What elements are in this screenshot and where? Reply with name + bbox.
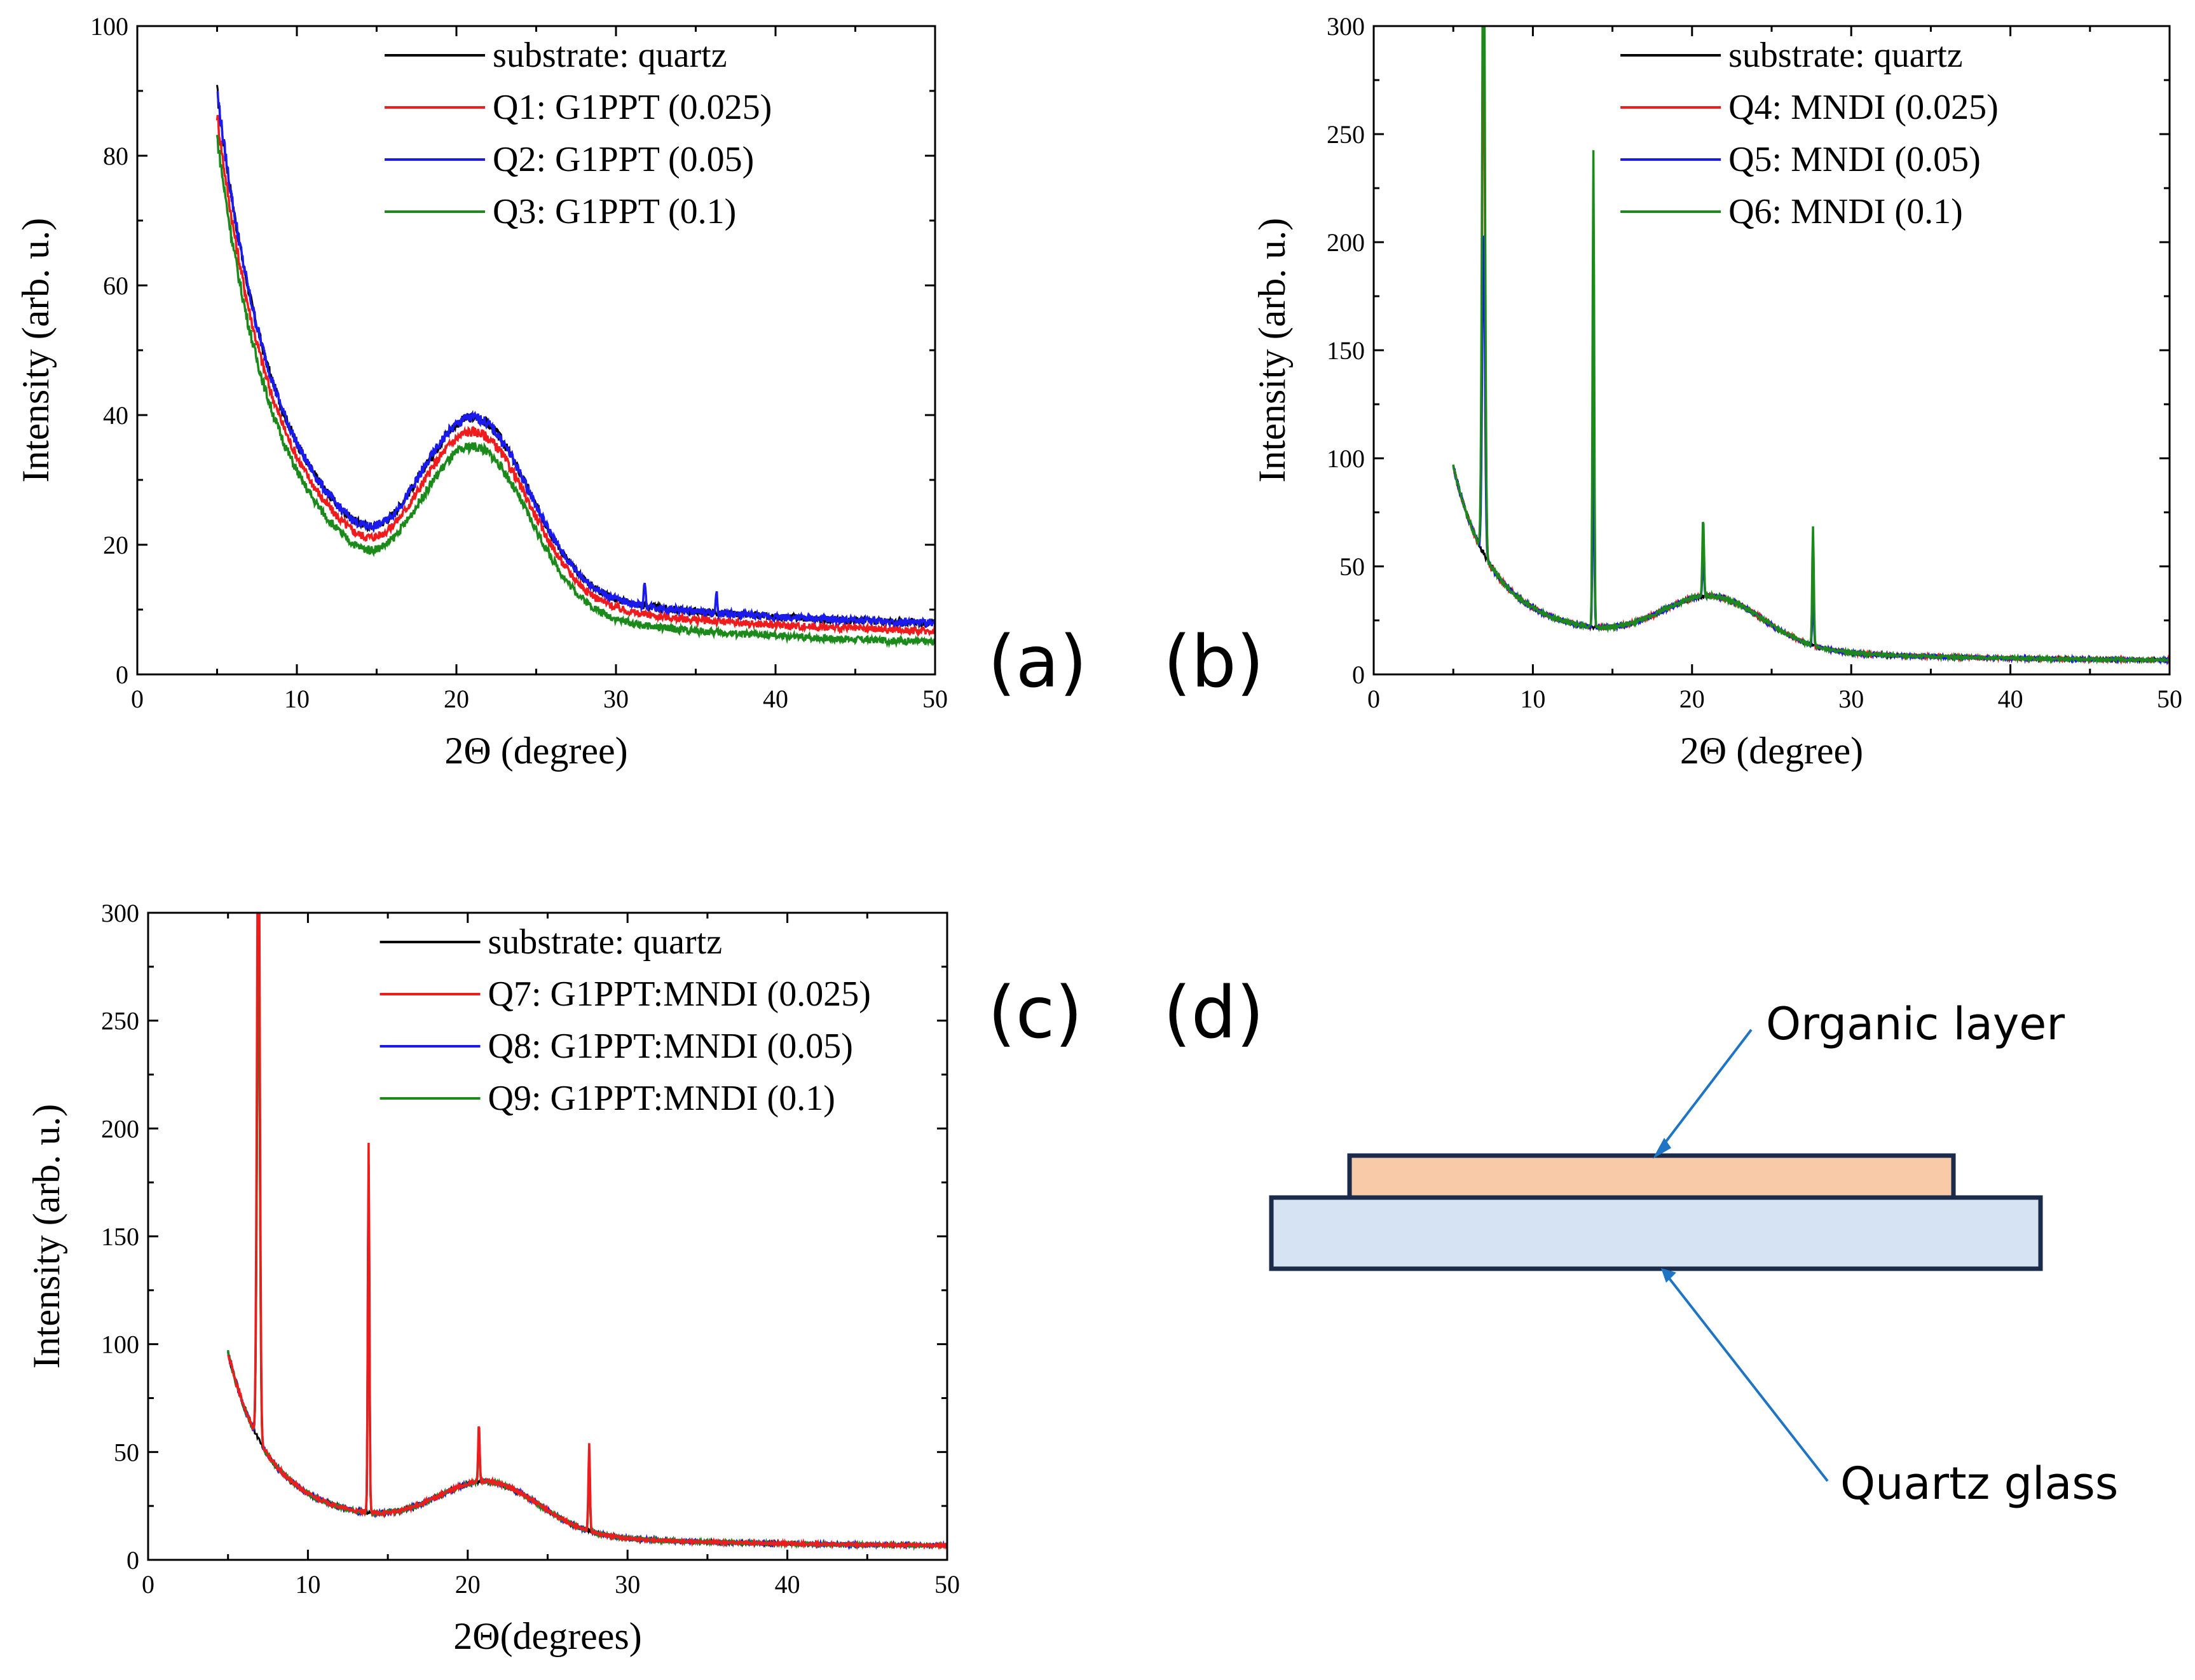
y-tick-label-b: 100 xyxy=(1327,444,1365,473)
y-tick-label-c: 100 xyxy=(101,1330,139,1359)
x-tick-label-b: 50 xyxy=(2157,685,2182,713)
organic-layer xyxy=(1347,1153,1956,1200)
series-line-b-3 xyxy=(1452,26,2170,665)
organic-arrow xyxy=(1658,1028,1753,1152)
chart-panel-a: 0 10 20 30 40 50 0 20 40 60 80 100 2Θ (degree) Intens… xyxy=(15,12,948,772)
y-axis-label-c: Intensity (arb. u.) xyxy=(25,1104,67,1369)
y-tick-label-c: 0 xyxy=(127,1546,139,1574)
x-tick-label-b: 20 xyxy=(1679,685,1705,713)
quartz-glass-layer xyxy=(1269,1195,2043,1271)
y-tick-label-b: 250 xyxy=(1327,120,1365,149)
x-tick-label-b: 40 xyxy=(1998,685,2023,713)
legend-entry-a: substrate: quartz xyxy=(493,36,727,75)
x-tick-label-c: 0 xyxy=(142,1570,154,1599)
x-tick-label-c: 50 xyxy=(934,1570,960,1599)
glass-arrow-head xyxy=(1661,1268,1676,1283)
x-tick-label-a: 40 xyxy=(763,685,788,713)
organic-arrow-head xyxy=(1653,1138,1671,1159)
organic-layer-label: Organic layer xyxy=(1766,998,2065,1050)
y-axis-label-b: Intensity (arb. u.) xyxy=(1251,218,1293,483)
legend-entry-c: Q8: G1PPT:MNDI (0.05) xyxy=(488,1027,853,1066)
x-tick-label-c: 10 xyxy=(295,1570,320,1599)
panel-label-c: (c) xyxy=(988,972,1083,1055)
y-tick-label-c: 250 xyxy=(101,1007,139,1035)
legend-entry-b: Q6: MNDI (0.1) xyxy=(1728,192,1963,231)
y-axis-label-a: Intensity (arb. u.) xyxy=(15,218,57,483)
legend-entry-b: Q5: MNDI (0.05) xyxy=(1728,140,1981,179)
x-tick-label-c: 40 xyxy=(775,1570,800,1599)
panel-label-b: (b) xyxy=(1163,621,1264,704)
x-axis-label-b: 2Θ (degree) xyxy=(1680,730,1863,772)
panel-label-a: (a) xyxy=(988,621,1087,704)
y-tick-label-a: 0 xyxy=(116,660,128,689)
y-tick-label-b: 150 xyxy=(1327,336,1365,365)
glass-arrow xyxy=(1667,1276,1829,1482)
y-tick-label-a: 100 xyxy=(90,12,128,41)
chart-panel-c: 0 10 20 30 40 50 0 50 100 150 200 250 300 2Θ(degrees)… xyxy=(25,899,960,1657)
x-axis-label-c: 2Θ(degrees) xyxy=(453,1615,642,1657)
x-tick-label-a: 20 xyxy=(444,685,469,713)
y-tick-label-c: 150 xyxy=(101,1222,139,1251)
x-axis-label-a: 2Θ (degree) xyxy=(444,730,627,772)
legend-entry-c: Q7: G1PPT:MNDI (0.025) xyxy=(488,974,871,1014)
x-tick-label-c: 30 xyxy=(615,1570,640,1599)
legend-entry-b: substrate: quartz xyxy=(1728,36,1963,75)
series-line-a-3 xyxy=(215,134,935,648)
legend-entry-a: Q2: G1PPT (0.05) xyxy=(493,140,754,179)
y-tick-label-a: 60 xyxy=(103,271,128,300)
y-tick-label-a: 20 xyxy=(103,531,128,559)
x-tick-label-a: 10 xyxy=(284,685,310,713)
layer-diagram: Organic layer Quartz glass xyxy=(1269,998,2118,1510)
y-tick-label-b: 300 xyxy=(1327,12,1365,41)
x-tick-label-b: 30 xyxy=(1838,685,1864,713)
y-tick-label-c: 300 xyxy=(101,899,139,927)
x-tick-label-a: 0 xyxy=(131,685,144,713)
legend-entry-c: substrate: quartz xyxy=(488,922,723,962)
chart-panel-b: 0 10 20 30 40 50 0 50 100 150 200 250 300 2Θ (degree)… xyxy=(1251,12,2182,772)
x-tick-label-a: 50 xyxy=(922,685,948,713)
series-line-a-1 xyxy=(215,114,935,638)
legend-entry-c: Q9: G1PPT:MNDI (0.1) xyxy=(488,1079,835,1118)
y-tick-label-c: 200 xyxy=(101,1114,139,1143)
y-tick-label-b: 50 xyxy=(1339,552,1365,581)
series-line-a-2 xyxy=(216,90,935,629)
legend-entry-b: Q4: MNDI (0.025) xyxy=(1728,88,1999,127)
y-tick-label-b: 200 xyxy=(1327,228,1365,257)
panel-label-d: (d) xyxy=(1163,972,1264,1055)
legend-entry-a: Q1: G1PPT (0.025) xyxy=(493,88,772,127)
y-tick-label-c: 50 xyxy=(114,1438,139,1466)
x-tick-label-c: 20 xyxy=(455,1570,481,1599)
x-tick-label-a: 30 xyxy=(603,685,629,713)
x-tick-label-b: 10 xyxy=(1520,685,1545,713)
y-tick-label-b: 0 xyxy=(1352,660,1365,689)
x-tick-label-b: 0 xyxy=(1367,685,1380,713)
y-tick-label-a: 80 xyxy=(103,142,128,170)
series-line-c-3 xyxy=(227,913,947,1550)
legend-entry-a: Q3: G1PPT (0.1) xyxy=(493,192,736,231)
quartz-glass-label: Quartz glass xyxy=(1840,1458,2118,1510)
y-tick-label-a: 40 xyxy=(103,401,128,430)
